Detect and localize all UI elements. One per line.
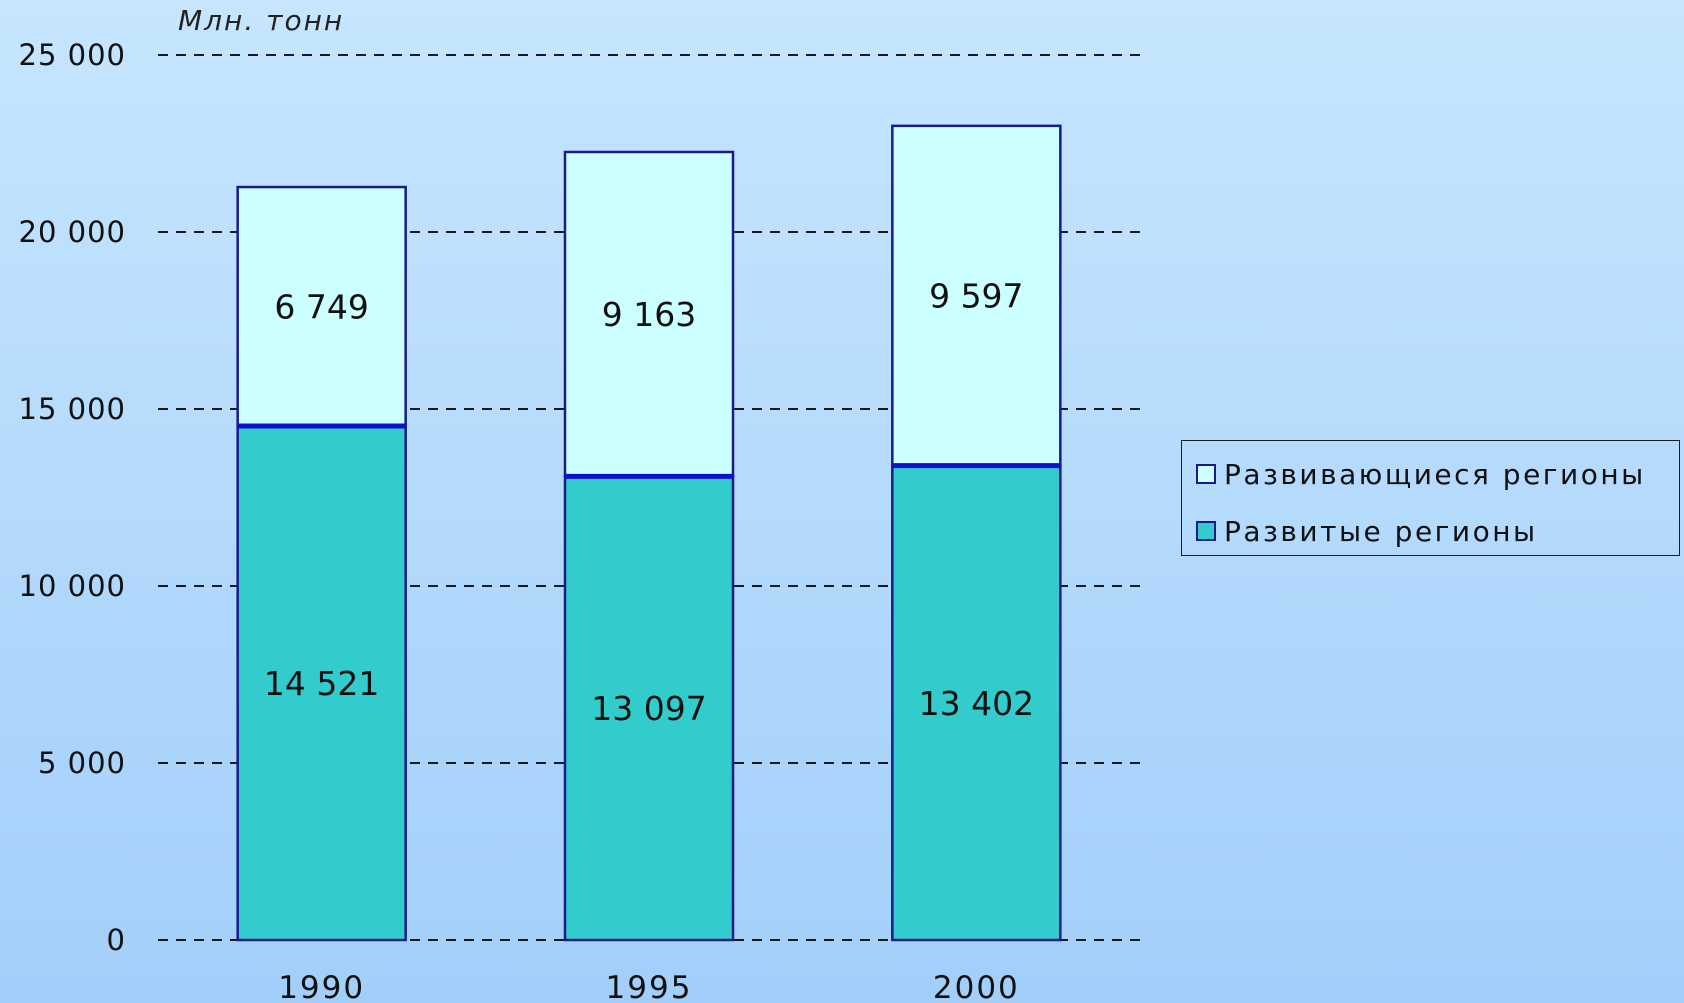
- x-tick-label: 2000: [933, 970, 1020, 1003]
- bar-value-label: 6 749: [274, 287, 368, 326]
- bars: 14 521 6 749 13 097 9 163 13 402 9 597: [236, 124, 1062, 942]
- y-tick-label: 5 000: [38, 746, 126, 780]
- bar-value-label: 9 163: [602, 295, 696, 334]
- y-tick-label: 15 000: [19, 392, 126, 426]
- bar-value-label: 14 521: [264, 664, 379, 703]
- legend-swatch: [1196, 464, 1216, 484]
- y-tick-label: 20 000: [19, 215, 126, 249]
- bar-value-label: 9 597: [929, 277, 1023, 316]
- y-tick-label: 25 000: [19, 38, 126, 72]
- legend-label: Развитые регионы: [1224, 514, 1538, 548]
- bar-value-label: 13 097: [591, 689, 706, 728]
- bar-segment: [563, 475, 735, 942]
- legend-swatch: [1196, 521, 1216, 541]
- y-axis-tick-labels: 0 5 000 10 000 15 000 20 000 25 000: [19, 38, 126, 957]
- legend-label: Развивающиеся регионы: [1224, 457, 1646, 491]
- y-tick-label: 10 000: [19, 569, 126, 603]
- bar-value-label: 13 402: [919, 684, 1034, 723]
- x-tick-label: 1990: [278, 970, 365, 1003]
- y-axis-unit-label: Млн. тонн: [178, 4, 344, 37]
- chart-legend: Развивающиеся регионы Развитые регионы: [1181, 440, 1680, 556]
- bar-segment: [891, 124, 1062, 467]
- y-tick-label: 0: [107, 923, 126, 957]
- bar-segment: [563, 150, 735, 478]
- bar-segment: [891, 464, 1062, 942]
- legend-item: Развитые регионы: [1196, 510, 1679, 552]
- x-axis-tick-labels: 1990 1995 2000: [278, 970, 1020, 1003]
- x-tick-label: 1995: [606, 970, 693, 1003]
- legend-item: Развивающиеся регионы: [1196, 453, 1679, 495]
- bar-segment: [236, 424, 407, 942]
- bar-segment: [236, 185, 407, 428]
